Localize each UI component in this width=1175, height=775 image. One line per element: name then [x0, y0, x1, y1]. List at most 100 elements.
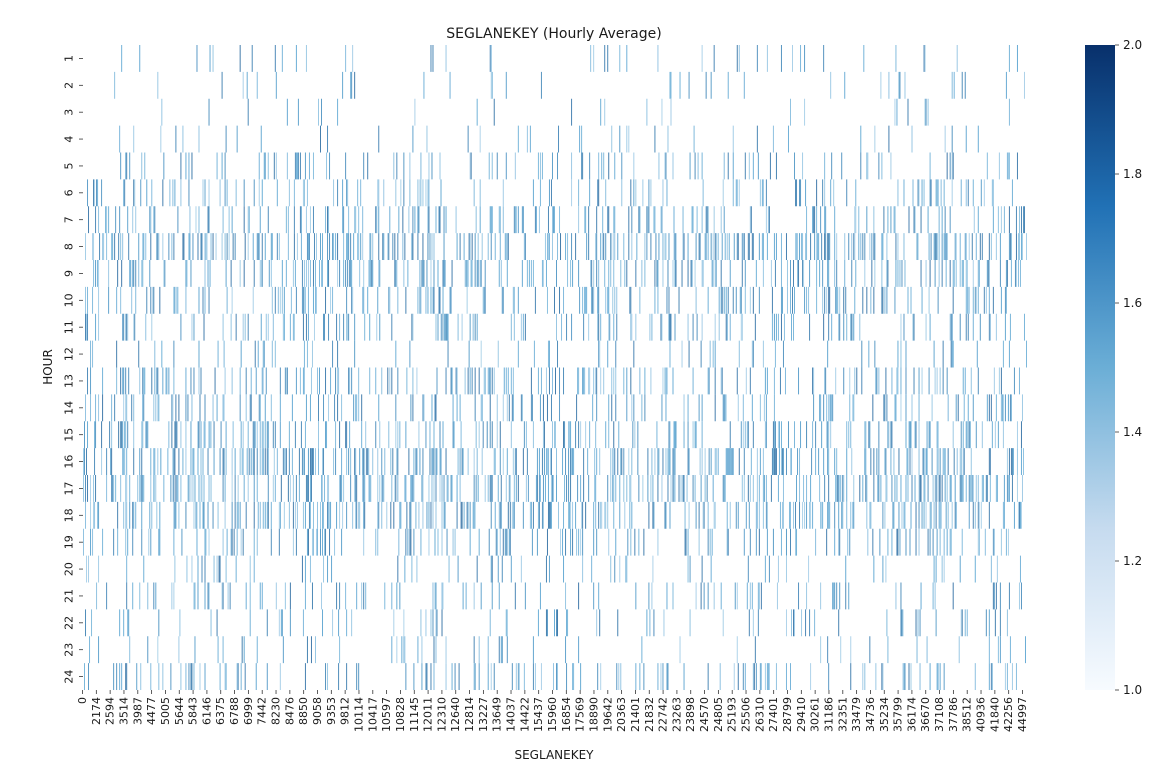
x-tick-label: 3987: [131, 697, 144, 725]
heatmap-cell: [250, 448, 252, 476]
heatmap-cell: [617, 448, 619, 476]
heatmap-cell: [818, 448, 820, 476]
heatmap-cell: [261, 582, 263, 610]
heatmap-cell: [144, 152, 146, 180]
heatmap-cell: [422, 448, 424, 476]
heatmap-cell: [938, 475, 940, 502]
heatmap-cell: [785, 555, 787, 583]
heatmap-cell: [768, 206, 770, 234]
heatmap-cell: [851, 260, 853, 287]
heatmap-cell: [834, 448, 836, 476]
heatmap-cell: [191, 663, 193, 691]
heatmap-cell: [670, 475, 672, 502]
heatmap-cell: [518, 663, 520, 691]
heatmap-cell: [451, 475, 453, 502]
heatmap-cell: [435, 582, 437, 610]
heatmap-cell: [735, 501, 737, 529]
heatmap-cell: [798, 582, 800, 610]
heatmap-cell: [171, 233, 173, 261]
heatmap-cell: [358, 501, 360, 529]
heatmap-cell: [921, 367, 923, 395]
heatmap-cell: [618, 421, 620, 449]
heatmap-cell: [532, 179, 534, 207]
heatmap-cell: [766, 367, 768, 395]
y-tick-label: 19: [63, 535, 76, 549]
heatmap-cell: [378, 260, 380, 287]
heatmap-cell: [281, 286, 283, 314]
heatmap-cell: [219, 663, 221, 691]
heatmap-cell: [257, 340, 259, 368]
heatmap-cell: [96, 179, 98, 207]
heatmap-cell: [404, 233, 406, 261]
heatmap-cell: [747, 233, 749, 261]
heatmap-cell: [204, 663, 206, 691]
heatmap-cell: [710, 233, 712, 261]
heatmap-cell: [869, 636, 871, 664]
heatmap-cell: [123, 367, 125, 395]
heatmap-cell: [636, 233, 638, 261]
heatmap-cell: [491, 71, 493, 99]
heatmap-cell: [903, 179, 905, 207]
heatmap-cell: [918, 394, 920, 422]
heatmap-cell: [291, 394, 293, 422]
heatmap-cell: [271, 286, 273, 314]
heatmap-cell: [420, 609, 422, 637]
colorbar-tick-label: 2.0: [1123, 38, 1142, 52]
heatmap-cell: [600, 233, 602, 261]
heatmap-cell: [545, 448, 547, 476]
heatmap-cell: [127, 609, 129, 637]
heatmap-cell: [192, 448, 194, 476]
heatmap-cell: [505, 609, 507, 637]
heatmap-cell: [726, 528, 728, 556]
heatmap-cell: [258, 233, 260, 261]
heatmap-cell: [706, 475, 708, 502]
heatmap-cell: [150, 233, 152, 261]
heatmap-cell: [561, 313, 563, 341]
heatmap-cell: [99, 233, 101, 261]
heatmap-cell: [131, 394, 133, 422]
heatmap-cell: [661, 313, 663, 341]
heatmap-cell: [878, 475, 880, 502]
heatmap-cell: [428, 179, 430, 207]
heatmap-cell: [783, 313, 785, 341]
heatmap-cell: [387, 367, 389, 395]
heatmap-cell: [123, 501, 125, 529]
heatmap-cell: [314, 286, 316, 314]
heatmap-cell: [881, 233, 883, 261]
heatmap-cell: [257, 501, 259, 529]
heatmap-cell: [517, 206, 519, 234]
heatmap-cell: [362, 233, 364, 261]
heatmap-cell: [891, 475, 893, 502]
heatmap-cell: [343, 475, 345, 502]
heatmap-cell: [529, 501, 531, 529]
heatmap-cell: [95, 475, 97, 502]
heatmap-cell: [908, 206, 910, 234]
x-tick-label: 5005: [159, 697, 172, 725]
heatmap-cell: [391, 367, 393, 395]
heatmap-cell: [582, 152, 584, 180]
heatmap-cell: [920, 475, 922, 502]
heatmap-cell: [964, 71, 966, 99]
heatmap-cell: [924, 98, 926, 126]
heatmap-cell: [583, 367, 585, 395]
heatmap-cell: [756, 45, 758, 72]
heatmap-cell: [654, 448, 656, 476]
heatmap-cell: [946, 152, 948, 180]
heatmap-cell: [462, 582, 464, 610]
heatmap-cell: [471, 233, 473, 261]
heatmap-cell: [545, 260, 547, 287]
heatmap-cell: [539, 179, 541, 207]
heatmap-cell: [252, 421, 254, 449]
heatmap-cell: [341, 394, 343, 422]
heatmap-cell: [598, 582, 600, 610]
heatmap-cell: [859, 475, 861, 502]
heatmap-cell: [491, 475, 493, 502]
heatmap-cell: [575, 233, 577, 261]
heatmap-cell: [247, 233, 249, 261]
heatmap-cell: [87, 475, 89, 502]
heatmap-cell: [185, 286, 187, 314]
heatmap-cell: [307, 475, 309, 502]
heatmap-cell: [638, 528, 640, 556]
heatmap-cell: [496, 394, 498, 422]
heatmap-cell: [435, 475, 437, 502]
